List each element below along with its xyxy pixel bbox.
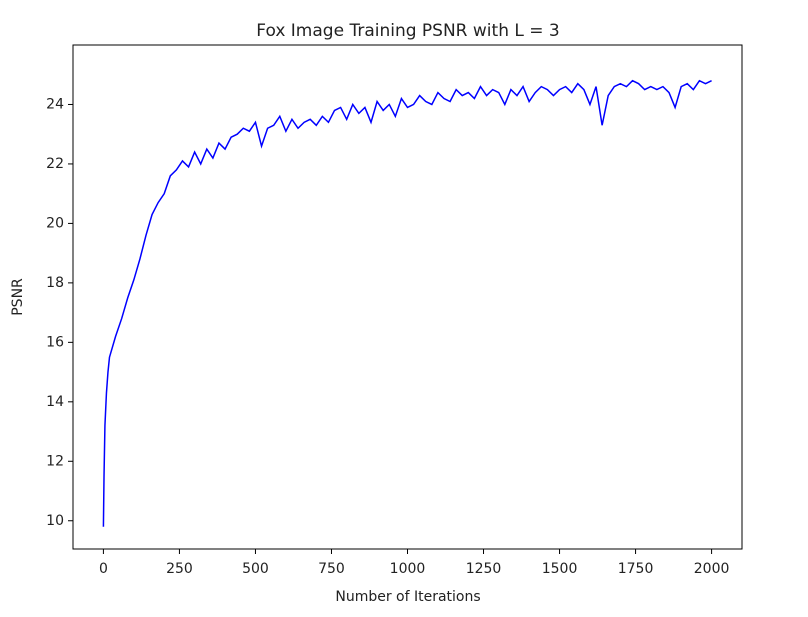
y-axis-label: PSNR [10,278,26,316]
plot-frame [72,44,743,550]
x-tick-label: 1750 [618,561,654,577]
x-axis-label: Number of Iterations [335,589,480,605]
x-tick-label: 1500 [542,561,578,577]
y-tick-label: 12 [46,453,64,469]
y-tick-label: 16 [46,334,64,350]
y-tick-label: 14 [46,394,64,410]
x-tick-label: 2000 [694,561,730,577]
chart-title: Fox Image Training PSNR with L = 3 [256,21,559,41]
x-tick-label: 500 [242,561,269,577]
y-tick-label: 24 [46,96,64,112]
y-tick-label: 20 [46,215,64,231]
y-tick-label: 22 [46,156,64,172]
x-tick-label: 750 [318,561,345,577]
x-tick-label: 0 [99,561,108,577]
x-tick-label: 250 [166,561,193,577]
y-tick-label: 18 [46,275,64,291]
y-tick-label: 10 [46,513,64,529]
x-tick-label: 1250 [466,561,502,577]
x-tick-label: 1000 [390,561,426,577]
data-line [102,79,712,527]
